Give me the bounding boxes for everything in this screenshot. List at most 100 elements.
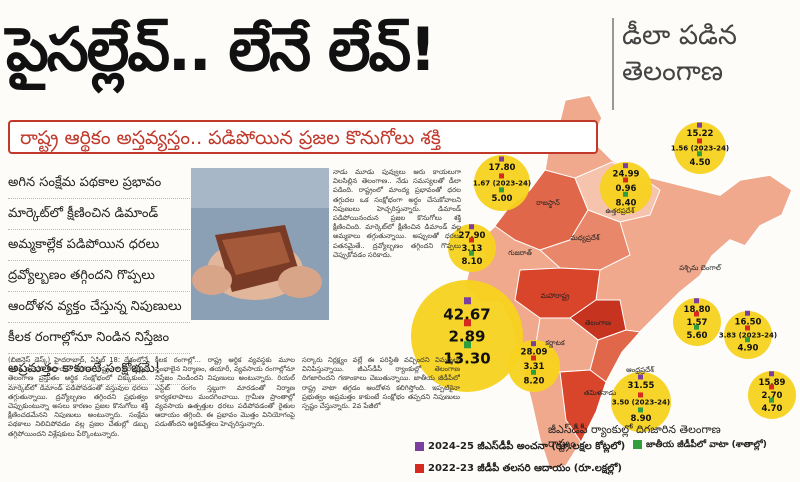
value-marker (469, 250, 474, 256)
state-value: 0.96 (616, 184, 637, 194)
state-bubble (674, 122, 726, 174)
state-label: తమిళనాడు (584, 389, 617, 397)
value-marker (769, 397, 774, 403)
value-marker (464, 319, 471, 327)
key-point: ఆందోళన వ్యక్తం చేస్తున్న నిపుణులు (8, 292, 190, 323)
state-value: 5.60 (687, 331, 708, 341)
value-marker (769, 371, 774, 377)
key-point: కీలక రంగాల్లోనూ నిండిన నిస్తేజం (8, 323, 190, 354)
state-value: 24.99 (613, 170, 640, 180)
state-value: 42.67 (443, 305, 490, 323)
state-label: ఆంధ్రప్రదేశ్ (626, 366, 655, 374)
value-marker (499, 187, 504, 193)
value-marker (697, 138, 702, 144)
legend-label: 2024-25 జీఎస్‌డీపీ అంచనా (రూ.లక్షల కోట్ల… (428, 441, 626, 452)
value-marker (464, 297, 471, 305)
value-marker (745, 310, 750, 316)
state-bubble (600, 162, 652, 214)
body-column: (బిజినెస్ డెస్క్) హైదరాబాద్, ఏప్రిల్ 18:… (8, 356, 148, 438)
state-label: తెలంగాణ (585, 319, 611, 327)
value-marker (745, 325, 750, 331)
key-point: అమ్మకాల్లేక పడిపోయిన ధరలు (8, 230, 190, 261)
key-points: అగిన సంక్షేమ పథకాల ప్రభావం మార్కెట్‌లో క్… (8, 168, 190, 385)
state-value: 4.50 (690, 158, 711, 168)
value-marker (638, 392, 643, 398)
value-marker (499, 156, 504, 162)
value-marker (469, 237, 474, 243)
value-marker (469, 224, 474, 230)
key-point: అప్రమత్తం కాకుంటే సంక్షోభమే! (8, 354, 190, 385)
value-marker (531, 355, 536, 361)
state-bubble (474, 155, 530, 211)
state-value: 17.80 (489, 163, 516, 173)
state-value: 8.20 (524, 376, 545, 386)
value-marker (769, 384, 774, 390)
value-marker (531, 341, 536, 347)
state-label: పశ్చిమ బెంగాల్ (679, 264, 722, 273)
value-marker (694, 298, 699, 304)
state-bubble (448, 224, 496, 272)
state-bubble (508, 340, 560, 392)
state-value: 3.31 (524, 362, 545, 372)
state-label: మధ్యప్రదేశ్ (570, 234, 600, 243)
state-value: 4.90 (738, 344, 759, 354)
state-value: 1.57 (687, 318, 708, 328)
state-value: 5.00 (492, 194, 513, 204)
state-label: ఉత్తరప్రదేశ్ (606, 207, 636, 216)
legend-item: 2022-23 జీడీపీ తలసరి ఆదాయం (రూ.లక్షల్లో) (415, 462, 622, 476)
key-point: మార్కెట్‌లో క్షీణించిన డిమాండ్ (8, 199, 190, 230)
map-caption: జీఎస్‌డీపీ ర్యాంకుల్లో దిగజారిన తెలంగాణ … (548, 423, 721, 450)
state-label: రాజస్థాన్ (536, 199, 560, 209)
state-bubble (724, 311, 772, 359)
key-point: ద్రవ్యోల్బణం తగ్గిందని గొప్పలు (8, 261, 190, 292)
kicker: డీలా పడిన తెలంగాణ (612, 18, 794, 110)
state-value: 27.90 (459, 231, 486, 241)
state-label: కర్ణాటక (545, 339, 565, 348)
state-value: 15.89 (759, 378, 786, 388)
intro-text: నాడు మూడు పువ్వులు ఆరు కాయలుగా విలసిల్లి… (333, 168, 461, 259)
value-marker (531, 369, 536, 375)
legend-item: 2024-25 జీఎస్‌డీపీ అంచనా (రూ.లక్షల కోట్ల… (415, 440, 625, 454)
value-marker (638, 407, 643, 413)
state-value: 15.22 (687, 129, 714, 139)
kicker-line: తెలంగాణ (622, 56, 724, 87)
value-marker (623, 163, 628, 169)
legend-item: జాతీయ జీడీపీలో వాటా (శాతాల్లో) (633, 440, 767, 452)
legend-label: జాతీయ జీడీపీలో వాటా (శాతాల్లో) (646, 440, 767, 450)
state-value: 1.67 (2023-24) (473, 179, 531, 187)
value-marker (623, 177, 628, 183)
state-value: 16.50 (735, 317, 762, 327)
state-value: 28.09 (521, 348, 548, 358)
legend-label: 2022-23 జీడీపీ తలసరి ఆదాయం (రూ.లక్షల్లో) (428, 463, 622, 474)
value-marker (638, 374, 643, 380)
value-marker (745, 337, 750, 343)
state-value: 3.50 (2023-24) (612, 398, 670, 406)
value-marker (694, 311, 699, 317)
state-value: 13.30 (443, 349, 490, 367)
state-value: 4.70 (762, 404, 783, 414)
value-marker (697, 151, 702, 157)
state-value: 8.10 (462, 257, 483, 267)
state-value: 31.55 (628, 381, 655, 391)
key-point: అగిన సంక్షేమ పథకాల ప్రభావం (8, 168, 190, 199)
legend: 2024-25 జీఎస్‌డీపీ అంచనా (రూ.లక్షల కోట్ల… (415, 440, 800, 482)
body-column: సర్కారు నిర్లక్ష్యం వల్లే ఈ పరిస్థితి వచ… (302, 356, 460, 411)
value-marker (499, 173, 504, 179)
value-marker (623, 191, 628, 197)
state-value: 2.70 (762, 391, 783, 401)
state-bubble (611, 372, 671, 432)
body-column: కీలక రంగాల్లో... రాష్ట్ర ఆర్థిక వ్యవస్థక… (155, 356, 295, 429)
state-label: మహారాష్ట్ర (541, 292, 570, 302)
state-bubble (673, 298, 721, 346)
subheadline: రాష్ట్ర ఆర్థికం అస్తవ్యస్తం.. పడిపోయిన ప… (8, 120, 598, 154)
state-value: 3.83 (2023-24) (719, 331, 777, 339)
state-value: 2.89 (448, 327, 485, 345)
value-marker (694, 324, 699, 330)
state-label: గుజరాత్ (508, 249, 532, 257)
state-value: 3.13 (462, 244, 483, 254)
state-value: 1.56 (2023-24) (671, 144, 729, 152)
headline: పైసల్లేవ్.. లేనే లేవ్! (6, 15, 437, 85)
photo (191, 168, 329, 320)
